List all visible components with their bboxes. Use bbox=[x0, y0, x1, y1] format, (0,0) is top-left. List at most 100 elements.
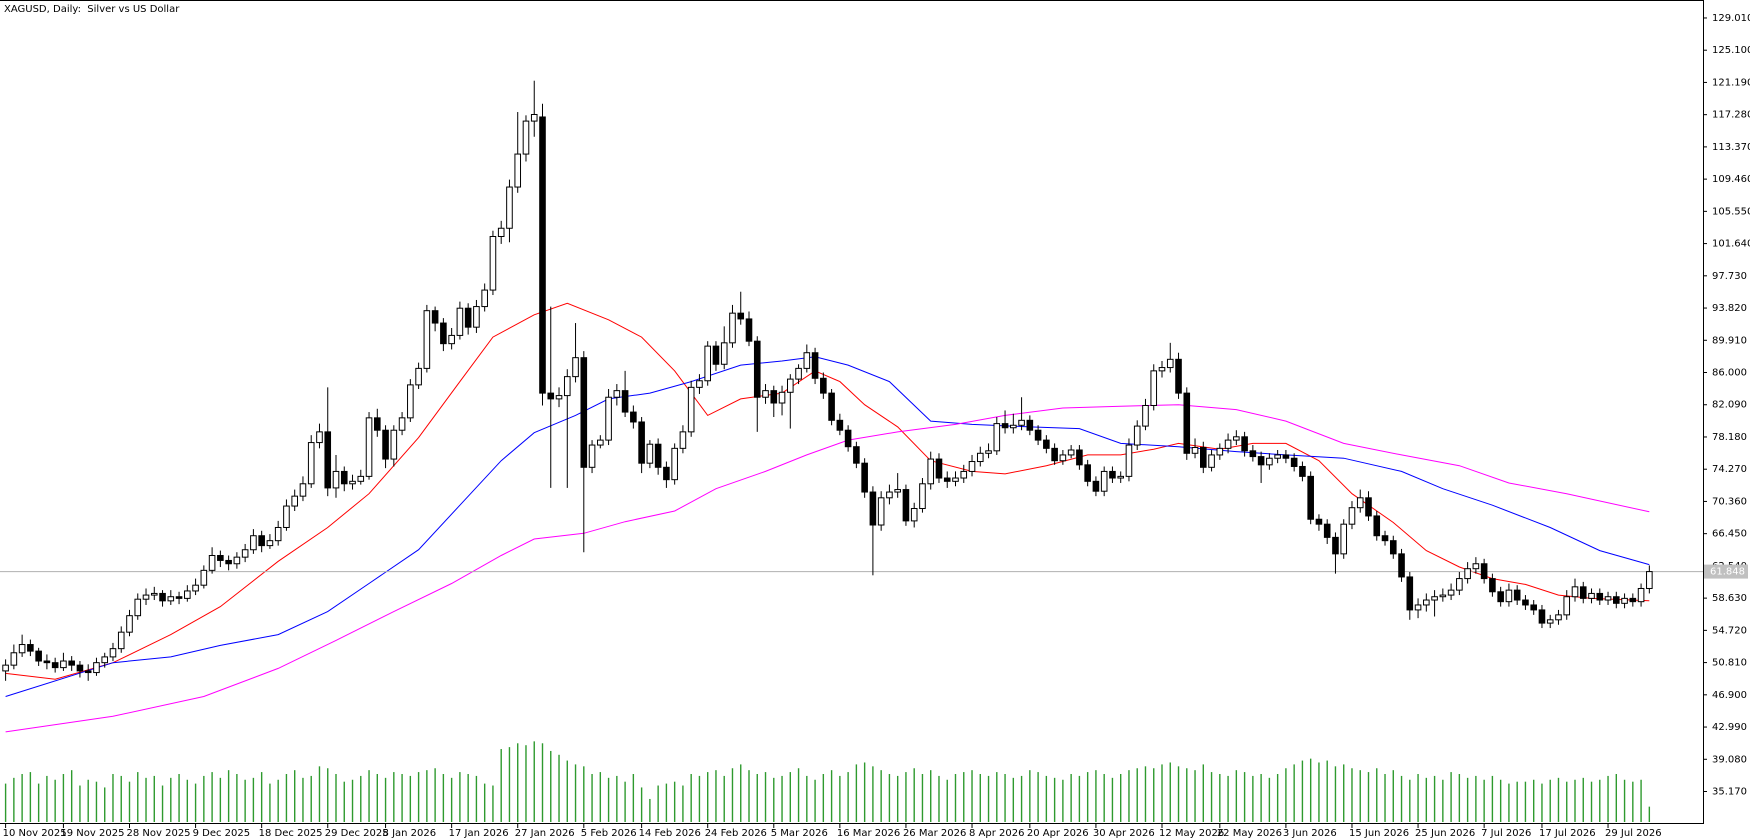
candle-body bbox=[729, 312, 736, 344]
candle-body bbox=[588, 444, 596, 468]
candle-body bbox=[1191, 447, 1199, 454]
candle-body bbox=[1175, 358, 1182, 394]
candle-body bbox=[853, 446, 860, 464]
candle-body bbox=[10, 652, 18, 666]
candle-body bbox=[787, 378, 794, 393]
candle-body bbox=[200, 569, 208, 586]
candle-body bbox=[60, 660, 67, 669]
candle-body bbox=[1150, 370, 1158, 406]
candle-body bbox=[1588, 592, 1595, 599]
x-tick-label: 8 Apr 2026 bbox=[969, 828, 1024, 839]
candle-body bbox=[952, 477, 959, 482]
candle-body bbox=[663, 466, 670, 481]
candle-body bbox=[1604, 596, 1612, 601]
candle-body bbox=[1216, 447, 1224, 456]
candle-body bbox=[431, 310, 439, 324]
y-tick-label: 109.460 bbox=[1712, 174, 1750, 185]
candle-body bbox=[679, 431, 687, 449]
candle-body bbox=[646, 443, 654, 464]
y-tick-label: 93.820 bbox=[1712, 303, 1747, 314]
x-tick-label: 5 Mar 2026 bbox=[771, 828, 828, 839]
candle-body bbox=[720, 342, 728, 365]
y-tick-label: 46.900 bbox=[1712, 690, 1747, 701]
candle-body bbox=[109, 648, 117, 658]
candle-body bbox=[696, 380, 703, 388]
candle-body bbox=[291, 495, 298, 507]
candle-body bbox=[1001, 423, 1009, 429]
candle-body bbox=[357, 475, 365, 482]
candle-body bbox=[1414, 604, 1422, 611]
x-tick-label: 3 Jun 2026 bbox=[1283, 828, 1337, 839]
candle-body bbox=[407, 384, 414, 419]
candle-body bbox=[563, 376, 571, 397]
candle-body bbox=[84, 670, 92, 674]
candle-body bbox=[440, 322, 447, 345]
candle-body bbox=[506, 186, 513, 229]
candle-body bbox=[902, 489, 910, 522]
candle-body bbox=[869, 491, 877, 526]
candle-body bbox=[1646, 571, 1653, 589]
candle-body bbox=[943, 477, 951, 482]
y-tick-label: 50.810 bbox=[1712, 658, 1747, 669]
candle-body bbox=[1596, 592, 1604, 601]
candle-body bbox=[1398, 553, 1405, 578]
candle-body bbox=[1406, 576, 1414, 611]
candle-body bbox=[1133, 425, 1141, 446]
y-tick-label: 42.990 bbox=[1712, 722, 1747, 733]
candle-body bbox=[1051, 447, 1058, 462]
candle-body bbox=[1224, 439, 1232, 449]
candle-body bbox=[1059, 454, 1067, 462]
candle-body bbox=[1447, 589, 1455, 596]
x-tick-label: 16 Mar 2026 bbox=[837, 828, 900, 839]
candle-body bbox=[1365, 497, 1372, 517]
y-tick-label: 70.360 bbox=[1712, 496, 1747, 507]
candle-body bbox=[1480, 563, 1488, 580]
candle-body bbox=[778, 391, 786, 404]
candle-body bbox=[1208, 454, 1215, 468]
candle-body bbox=[1266, 457, 1273, 466]
candle-body bbox=[935, 458, 943, 479]
y-tick-label: 74.270 bbox=[1712, 464, 1747, 475]
candle-body bbox=[654, 443, 662, 468]
candle-body bbox=[324, 431, 332, 489]
y-tick-label: 117.280 bbox=[1712, 110, 1750, 121]
candle-body bbox=[687, 386, 695, 433]
candle-body bbox=[1522, 599, 1529, 606]
candle-body bbox=[274, 526, 282, 542]
candle-body bbox=[1489, 578, 1496, 593]
candle-body bbox=[894, 489, 901, 493]
candle-body bbox=[1555, 614, 1562, 621]
candle-body bbox=[332, 470, 340, 489]
candle-body bbox=[555, 395, 563, 400]
x-tick-label: 5 Feb 2026 bbox=[581, 828, 637, 839]
candle-body bbox=[795, 367, 802, 380]
candle-body bbox=[1423, 599, 1430, 606]
candle-body bbox=[423, 310, 431, 369]
y-tick-label: 78.180 bbox=[1712, 432, 1747, 443]
x-tick-label: 29 Dec 2025 bbox=[325, 828, 389, 839]
y-tick-label: 35.170 bbox=[1712, 787, 1747, 798]
candle-body bbox=[522, 120, 530, 155]
candle-body bbox=[497, 227, 505, 237]
x-tick-label: 17 Jul 2026 bbox=[1539, 828, 1596, 839]
x-tick-label: 12 May 2026 bbox=[1159, 828, 1224, 839]
candle-body bbox=[192, 584, 199, 592]
candle-body bbox=[960, 470, 968, 479]
candle-body bbox=[597, 439, 604, 446]
y-tick-label: 66.450 bbox=[1712, 529, 1747, 540]
candle-body bbox=[530, 113, 538, 122]
candle-body bbox=[250, 535, 257, 551]
y-tick-label: 86.000 bbox=[1712, 368, 1747, 379]
candle-body bbox=[1241, 436, 1248, 452]
candle-body bbox=[266, 540, 274, 547]
candle-body bbox=[580, 357, 588, 468]
candle-body bbox=[316, 431, 323, 444]
candle-body bbox=[811, 352, 819, 379]
candle-body bbox=[184, 590, 191, 599]
candle-body bbox=[225, 559, 232, 565]
candle-body bbox=[1026, 419, 1034, 431]
candle-body bbox=[1249, 450, 1257, 458]
candle-body bbox=[985, 450, 992, 454]
candle-body bbox=[1456, 578, 1463, 591]
